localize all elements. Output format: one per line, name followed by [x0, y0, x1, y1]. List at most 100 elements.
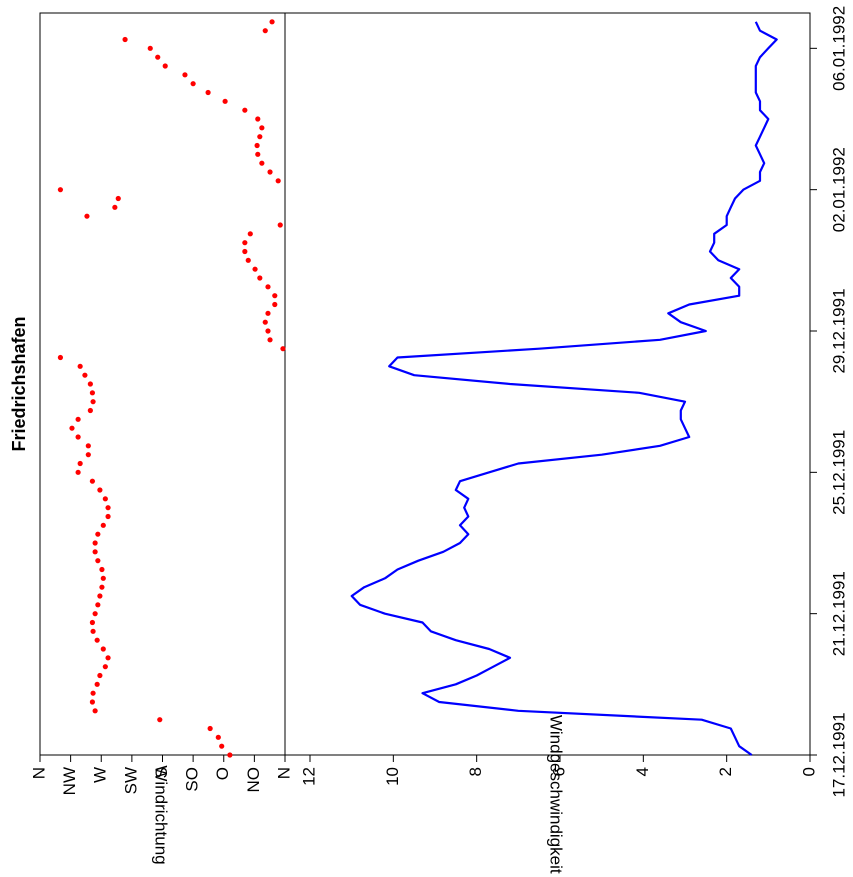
point [112, 204, 118, 210]
y-tick-label: N [274, 767, 293, 779]
point [275, 178, 281, 184]
point [255, 151, 261, 157]
x-tick-label: 06.01.1992 [829, 6, 848, 91]
point [105, 655, 111, 661]
point [259, 125, 265, 131]
y-axis-label: Windrichtung [152, 765, 171, 864]
point [89, 478, 96, 484]
point [77, 460, 83, 467]
point [92, 549, 98, 555]
point [267, 169, 273, 175]
y-tick-label: 0 [799, 767, 818, 776]
y-tick-label: SW [121, 767, 140, 794]
point [105, 505, 111, 511]
point [242, 248, 248, 255]
point [265, 328, 271, 334]
point [84, 213, 90, 219]
y-axis-label: Windgeschwindigkeit [m/s] [547, 715, 566, 877]
point [255, 116, 261, 122]
point [75, 469, 81, 475]
point [272, 301, 278, 308]
point [265, 284, 271, 290]
y-tick-label: 10 [383, 767, 402, 786]
point [97, 487, 103, 493]
point [272, 293, 278, 299]
point [94, 681, 100, 687]
point [92, 611, 98, 617]
point [95, 558, 101, 564]
y-tick-label: O [213, 767, 232, 780]
x-tick-label: 29.12.1991 [829, 288, 848, 373]
point [99, 584, 105, 590]
point [105, 513, 111, 520]
point [269, 19, 275, 25]
point [277, 222, 283, 228]
x-tick-label: 21.12.1991 [829, 571, 848, 656]
point [100, 575, 106, 581]
point [254, 142, 260, 149]
point [87, 381, 93, 387]
point [97, 672, 103, 679]
point [267, 337, 273, 343]
point [247, 231, 253, 237]
point [94, 637, 100, 643]
y-tick-label: S [152, 767, 171, 778]
point [90, 628, 96, 634]
point [252, 266, 258, 272]
point [89, 619, 96, 626]
point [102, 664, 108, 670]
point [85, 452, 91, 458]
point [207, 725, 213, 732]
point [257, 134, 263, 140]
point [215, 734, 221, 740]
y-tick-label: 6 [549, 767, 568, 776]
chart-title: Friedrichshafen [9, 316, 29, 451]
point [259, 160, 265, 166]
point [85, 443, 91, 449]
point [69, 425, 75, 431]
point [222, 98, 228, 104]
point [245, 257, 251, 263]
point [262, 319, 268, 325]
point [155, 54, 161, 60]
point [57, 354, 64, 361]
y-tick-label: N [29, 767, 48, 779]
point [90, 690, 96, 696]
point [162, 63, 168, 69]
point [97, 593, 103, 599]
point [89, 390, 96, 396]
point [157, 717, 163, 723]
point [100, 646, 106, 652]
point [75, 416, 81, 422]
y-tick-label: W [91, 767, 110, 783]
point [227, 752, 233, 758]
point [280, 346, 286, 352]
point [257, 275, 263, 281]
point [92, 708, 98, 714]
point [190, 81, 196, 87]
y-tick-label: 8 [466, 767, 485, 776]
point [242, 107, 248, 113]
point [82, 372, 88, 378]
x-tick-label: 25.12.1991 [829, 430, 848, 515]
point [115, 195, 121, 202]
y-tick-label: 2 [716, 767, 735, 776]
point [75, 434, 81, 440]
point [262, 28, 268, 34]
point [182, 72, 188, 78]
point [92, 540, 98, 546]
y-tick-label: NO [244, 767, 263, 793]
point [95, 531, 101, 537]
point [147, 45, 153, 51]
x-tick-label: 17.12.1991 [829, 712, 848, 797]
plot-frame [39, 12, 811, 756]
point [99, 566, 105, 573]
point [205, 89, 211, 96]
point [90, 399, 96, 405]
point [219, 743, 225, 749]
y-tick-label: 12 [299, 767, 318, 786]
x-tick-label: 02.01.1992 [829, 147, 848, 232]
point [57, 187, 64, 193]
